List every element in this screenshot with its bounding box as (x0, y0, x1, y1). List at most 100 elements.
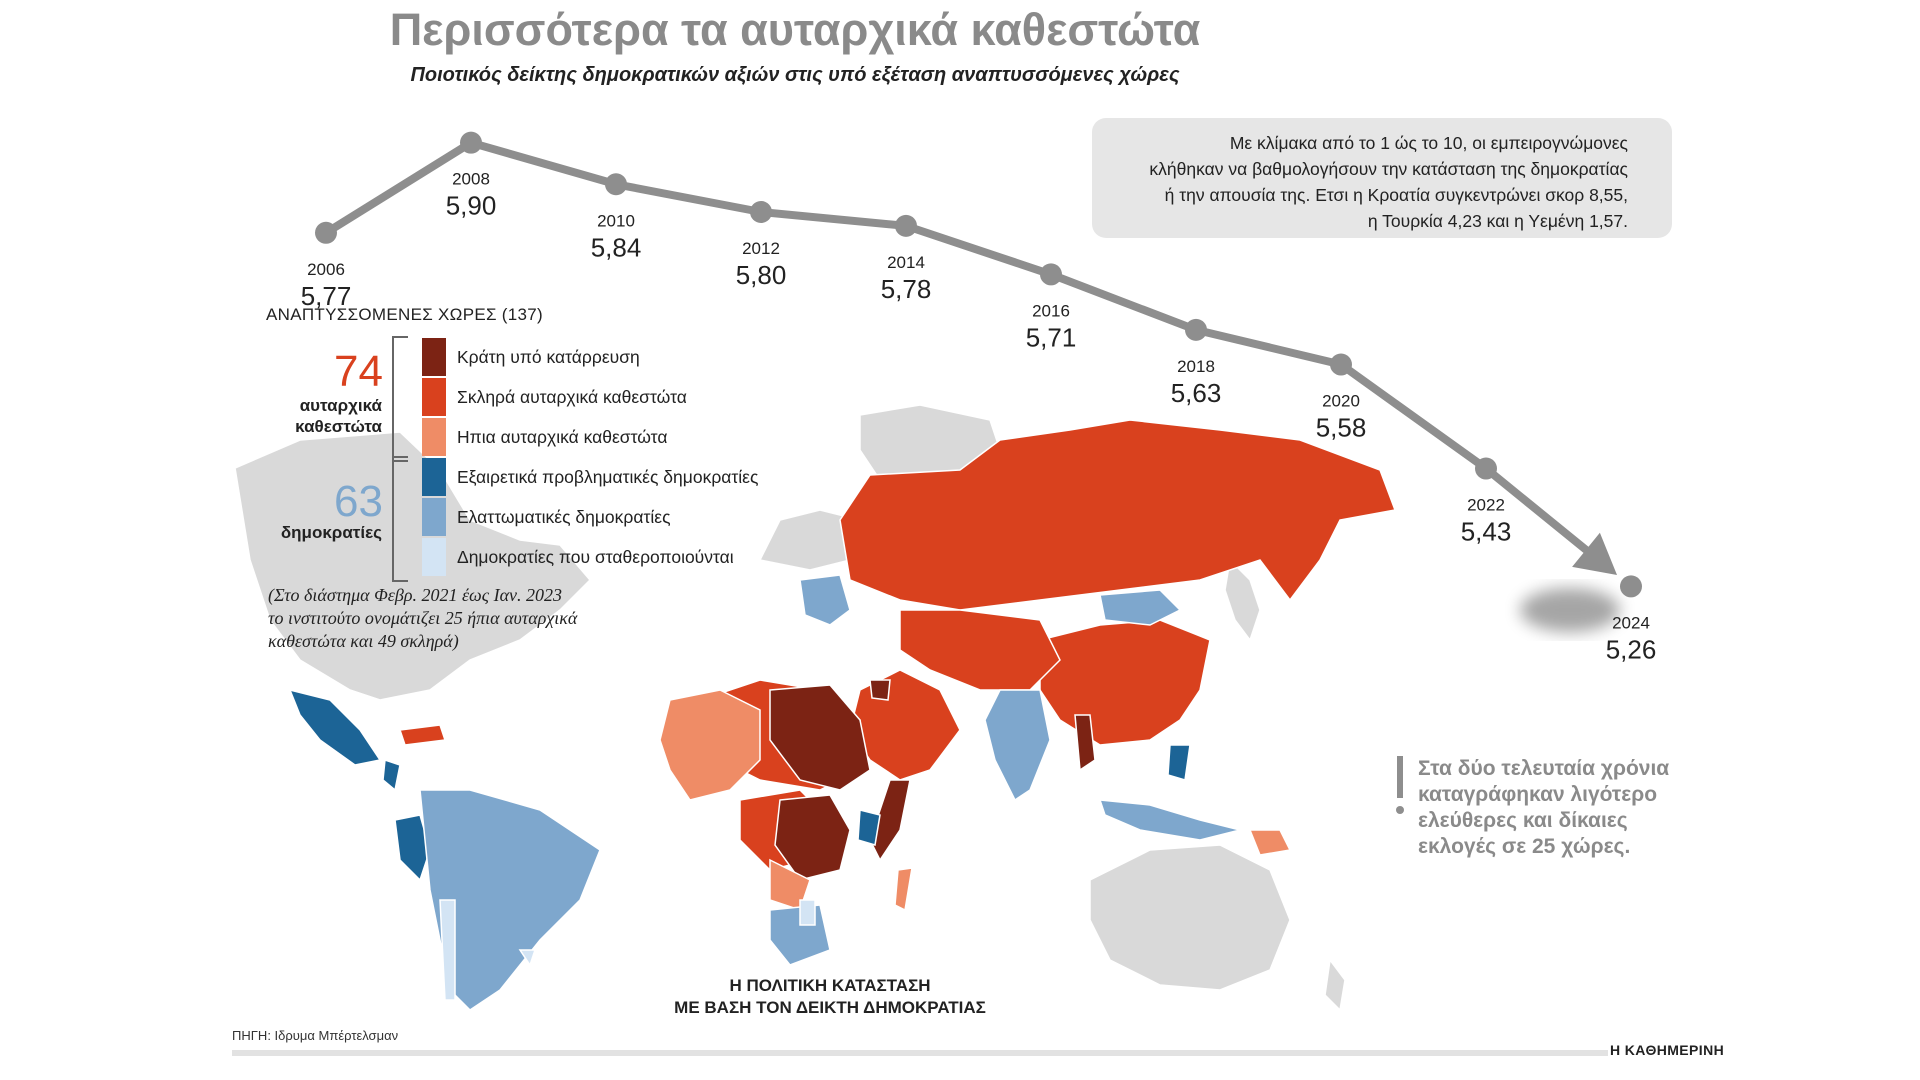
legend-label: Κράτη υπό κατάρρευση (457, 347, 640, 367)
arrow-shadow (1520, 588, 1620, 632)
year-label: 2016 (1032, 301, 1070, 320)
period-note: (Στο διάστημα Φεβρ. 2021 έως Ιαν. 2023 τ… (268, 584, 577, 653)
libya-sudan-region (769, 684, 871, 791)
defective-democracies (419, 574, 1241, 1011)
grey-land (234, 404, 1346, 1012)
legend-label: Εξαιρετικά προβληματικές δημοκρατίες (457, 467, 759, 487)
data-point-2022 (1475, 457, 1497, 480)
southeast-asia-region (1167, 744, 1191, 781)
chart-subtitle: Ποιοτικός δείκτης δημοκρατικών αξιών στι… (410, 64, 1180, 86)
value-label: 5,77 (301, 281, 352, 311)
indonesia-region (1098, 799, 1241, 841)
caribbean-region (398, 724, 447, 746)
west-africa-region (659, 689, 761, 801)
data-point-2006 (315, 221, 337, 244)
value-label: 5,78 (881, 274, 932, 304)
info-note-line: η Τουρκία 4,23 και η Υεμένη 1,57. (1367, 211, 1628, 231)
south-america-region (419, 789, 601, 1011)
data-point-2020 (1330, 353, 1352, 376)
democracies-label: δημοκρατίες (281, 522, 382, 543)
exclamation-icon (1396, 756, 1404, 818)
value-label: 5,84 (591, 232, 642, 262)
legend-swatch (422, 538, 446, 576)
autocracies-label: αυταρχικά καθεστώτα (295, 395, 382, 437)
value-label: 5,90 (446, 191, 497, 221)
year-label: 2018 (1177, 357, 1215, 376)
legend-swatch (422, 418, 446, 456)
warning-line: καταγράφηκαν λιγότερο (1418, 783, 1658, 806)
bottom-rule (232, 1050, 1608, 1056)
legend-swatch (422, 458, 446, 496)
data-points: 2006 5,77 2008 5,90 2010 5,84 2012 5,80 2014 5,78… (301, 131, 1657, 664)
period-note-line: το ινστιτούτο ονομάτιζει 25 ήπια αυταρχι… (268, 608, 578, 628)
syria-region (869, 679, 891, 701)
india-region (984, 689, 1051, 802)
data-point-2014 (895, 214, 917, 237)
botswana-region (799, 899, 816, 926)
legend-label: Δημοκρατίες που σταθεροποιούνται (457, 547, 734, 567)
balkans-region (799, 574, 851, 626)
value-label: 5,71 (1026, 322, 1077, 352)
mexico-region (288, 688, 382, 766)
russia-region (839, 419, 1397, 611)
map-caption-line: ΜΕ ΒΑΣΗ ΤΟΝ ΔΕΙΚΤΗ ΔΗΜΟΚΡΑΤΙΑΣ (674, 998, 986, 1017)
map-caption: Η ΠΟΛΙΤΙΚΗ ΚΑΤΑΣΤΑΣΗ ΜΕ ΒΑΣΗ ΤΟΝ ΔΕΙΚΤΗ … (620, 975, 1040, 1019)
legend-swatch (422, 498, 446, 536)
info-note: Με κλίμακα από το 1 ώς το 10, οι εμπειρο… (1092, 118, 1672, 238)
legend-swatch (422, 378, 446, 416)
year-label: 2020 (1322, 392, 1360, 411)
warning-line: ελεύθερες και δίκαιες (1418, 809, 1628, 832)
legend-header: ΑΝΑΠΤΥΣΣΟΜΕΝΕΣ ΧΩΡΕΣ (137) (266, 305, 543, 324)
warning-text: Στα δύο τελευταία χρόνια καταγράφηκαν λι… (1418, 756, 1669, 860)
autocracies-label-line: αυταρχικά (299, 396, 382, 415)
legend-label: Ελαττωματικές δημοκρατίες (457, 507, 671, 527)
year-label: 2008 (452, 170, 490, 189)
world-map (234, 404, 1397, 1012)
trend-line (322, 138, 1590, 554)
new-zealand-land (1324, 958, 1346, 1012)
consolidating-democracies (439, 899, 816, 1001)
source-credit: ΠΗΓΗ: Ιδρυμα Μπέρτελσμαν (232, 1028, 399, 1043)
democracies-label-line: δημοκρατίες (280, 523, 382, 542)
autocracies-bracket (392, 336, 408, 462)
autocracies-count: 74 (334, 347, 383, 396)
period-note-line: (Στο διάστημα Φεβρ. 2021 έως Ιαν. 2023 (268, 585, 563, 605)
brand-logo: Η ΚΑΘΗΜΕΡΙΝΗ (1610, 1042, 1725, 1058)
value-label: 5,58 (1316, 413, 1367, 443)
legend-label: Σκληρά αυταρχικά καθεστώτα (457, 387, 687, 407)
year-label: 2022 (1467, 496, 1505, 515)
data-point-2012 (750, 201, 772, 223)
japan-land (1224, 558, 1261, 642)
line-chart: 2006 5,77 2008 5,90 2010 5,84 2012 5,80 2014 5,78… (301, 131, 1657, 664)
democracies-bracket (392, 456, 408, 582)
data-point-2024 (1620, 575, 1642, 598)
chart-title: Περισσότερα τα αυταρχικά καθεστώτα (389, 4, 1201, 55)
kenya-region (857, 809, 881, 846)
map-caption-line: Η ΠΟΛΙΤΙΚΗ ΚΑΤΑΣΤΑΣΗ (729, 976, 931, 995)
data-point-2016 (1040, 263, 1062, 286)
value-label: 5,26 (1606, 634, 1657, 664)
uruguay-region (518, 949, 537, 967)
myanmar-region (1074, 714, 1096, 772)
australia-land (1089, 844, 1291, 991)
very-defective-democracies (288, 688, 1191, 882)
year-label: 2006 (307, 260, 345, 279)
year-label: 2024 (1612, 613, 1650, 632)
moderate-autocracies (659, 689, 1292, 912)
info-note-line: ή την απουσία της. Ετσι η Κροατία συγκεν… (1164, 185, 1628, 205)
legend-swatch (422, 338, 446, 376)
value-label: 5,43 (1461, 517, 1512, 547)
warning-line: εκλογές σε 25 χώρες. (1418, 835, 1631, 858)
peru-region (394, 814, 431, 882)
png-region (1248, 829, 1292, 856)
year-label: 2010 (597, 211, 635, 230)
info-note-line: Με κλίμακα από το 1 ώς το 10, οι εμπειρο… (1229, 133, 1628, 153)
warning-line: Στα δύο τελευταία χρόνια (1418, 757, 1670, 780)
autocracies-label-line: καθεστώτα (295, 417, 382, 436)
central-asia-region (899, 609, 1061, 691)
value-label: 5,63 (1171, 378, 1222, 408)
period-note-line: καθεστώτα και 49 σκληρά) (268, 631, 459, 651)
china-region (1039, 619, 1211, 746)
chile-region (439, 899, 456, 1001)
